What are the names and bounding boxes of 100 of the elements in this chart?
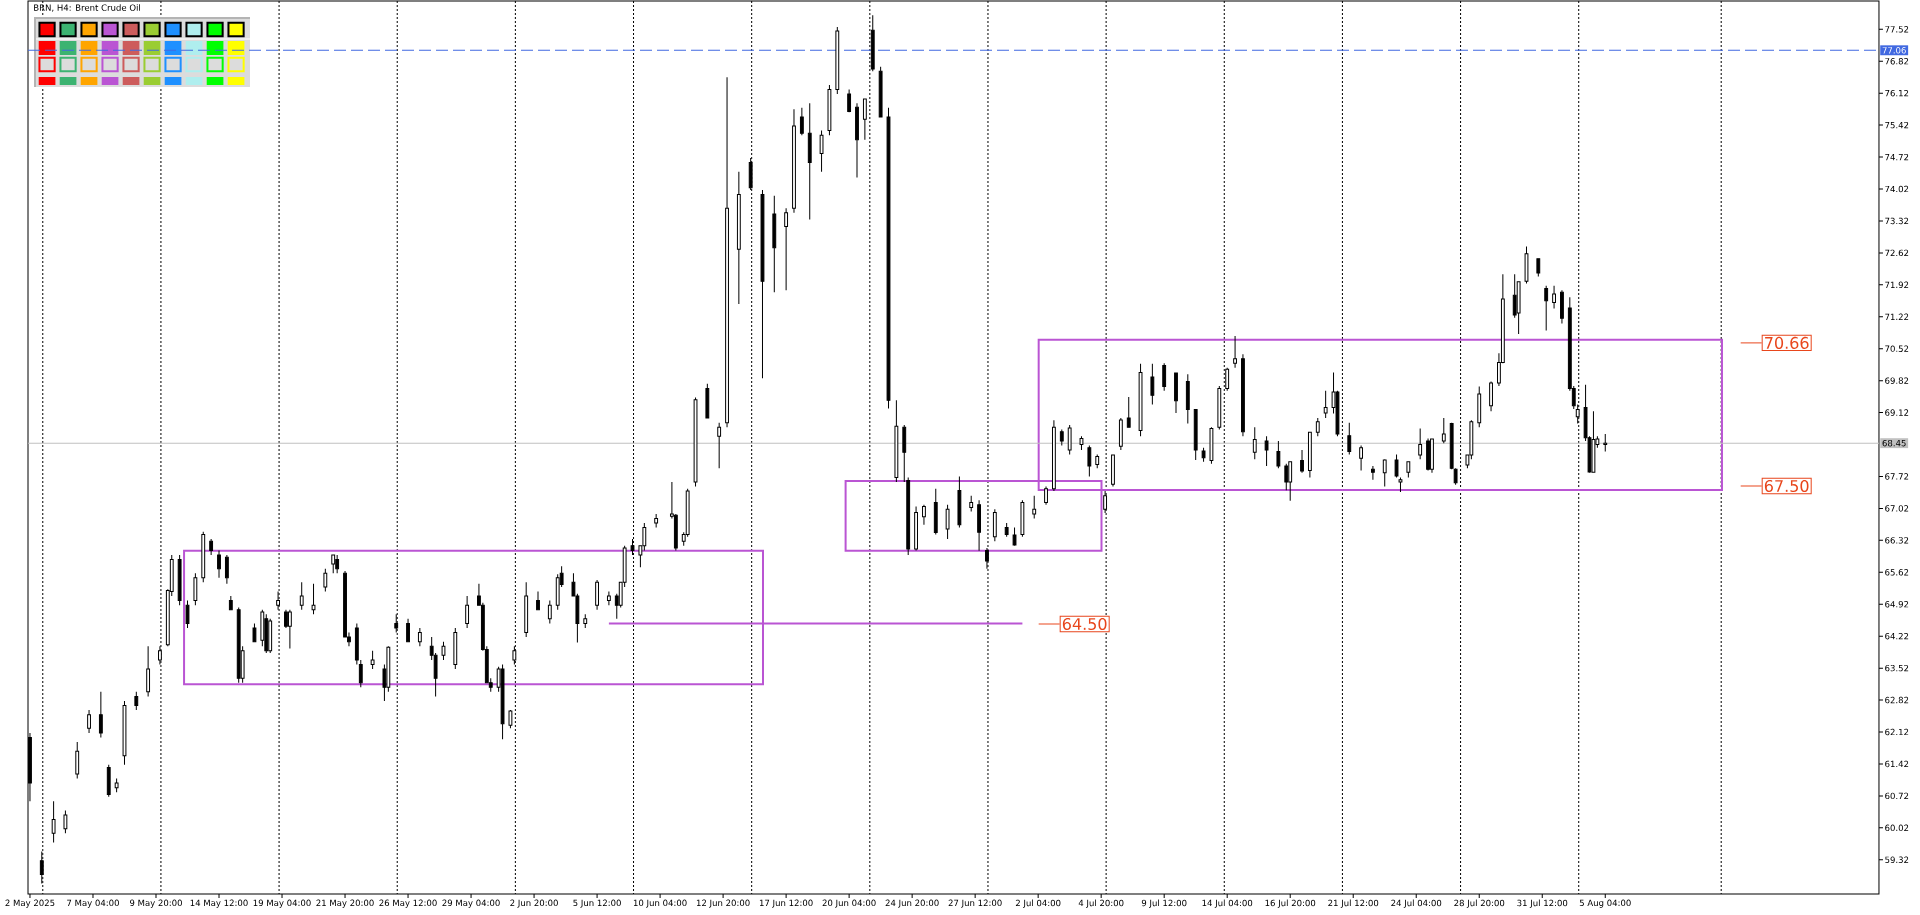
candlestick bbox=[417, 627, 422, 647]
candlestick bbox=[969, 495, 974, 513]
candlestick bbox=[1217, 385, 1222, 430]
candlestick bbox=[268, 618, 273, 654]
y-tick-label: 75.42 bbox=[1885, 121, 1909, 129]
candlestick bbox=[693, 397, 698, 488]
candlestick bbox=[1426, 438, 1430, 472]
x-tick-label: 26 May 12:00 bbox=[379, 899, 437, 908]
candlestick bbox=[1209, 426, 1214, 465]
x-tick-label: 9 May 20:00 bbox=[130, 899, 182, 908]
y-tick-label: 64.22 bbox=[1885, 632, 1909, 640]
candlestick bbox=[1347, 422, 1352, 456]
y-tick-label: 76.82 bbox=[1885, 58, 1909, 65]
candlestick bbox=[792, 108, 796, 214]
x-tick-label: 5 Aug 04:00 bbox=[1579, 899, 1631, 908]
candlestick bbox=[201, 531, 206, 583]
candlestick bbox=[1544, 285, 1549, 331]
y-tick-label: 61.42 bbox=[1885, 760, 1909, 768]
candlestick bbox=[1004, 522, 1009, 538]
candlestick bbox=[1489, 381, 1493, 412]
candlestick bbox=[193, 572, 198, 606]
candlestick bbox=[807, 102, 812, 221]
annotation: 64.50 bbox=[1062, 617, 1107, 631]
x-tick-label: 16 Jul 20:00 bbox=[1265, 899, 1316, 908]
candlestick bbox=[1524, 245, 1529, 284]
y-tick-label: 59.32 bbox=[1885, 856, 1909, 864]
ref-line-label: 68.45 bbox=[1882, 439, 1906, 447]
candlestick bbox=[508, 709, 513, 729]
candlestick bbox=[209, 538, 214, 556]
candlestick bbox=[977, 499, 981, 552]
y-tick-label: 74.72 bbox=[1885, 153, 1909, 161]
y-tick-label: 65.62 bbox=[1885, 569, 1909, 576]
candlestick bbox=[1087, 444, 1092, 477]
candlestick bbox=[1382, 458, 1387, 488]
candlestick bbox=[1394, 454, 1399, 478]
candlestick bbox=[122, 700, 127, 766]
candlestick bbox=[760, 189, 765, 379]
x-tick-label: 19 May 04:00 bbox=[253, 899, 311, 908]
candlestick bbox=[799, 107, 804, 136]
candlestick bbox=[1370, 465, 1375, 481]
y-tick-label: 73.32 bbox=[1885, 217, 1909, 225]
candlestick bbox=[1150, 363, 1155, 405]
candlestick bbox=[1359, 444, 1364, 472]
candlestick bbox=[992, 508, 997, 542]
candlestick bbox=[335, 554, 340, 574]
candlestick bbox=[1315, 417, 1320, 437]
x-tick-label: 4 Jul 20:00 bbox=[1078, 899, 1124, 908]
y-tick-label: 72.62 bbox=[1885, 249, 1909, 257]
candlestick bbox=[252, 622, 257, 643]
y-tick-label: 77.52 bbox=[1885, 26, 1909, 33]
candlestick bbox=[217, 549, 221, 579]
candlestick bbox=[606, 590, 611, 606]
y-tick-label: 69.12 bbox=[1885, 409, 1909, 416]
candlestick bbox=[1591, 410, 1596, 474]
x-tick-label: 29 May 04:00 bbox=[442, 899, 500, 908]
candlestick bbox=[75, 741, 80, 780]
x-tick-label: 10 Jun 04:00 bbox=[633, 899, 687, 908]
candlestick bbox=[1252, 426, 1257, 460]
x-tick-label: 24 Jun 20:00 bbox=[885, 899, 939, 908]
candlestick bbox=[1185, 373, 1190, 425]
candlestick bbox=[705, 383, 710, 420]
candlestick bbox=[465, 595, 470, 629]
candlestick bbox=[299, 581, 304, 611]
x-tick-label: 20 Jun 04:00 bbox=[822, 899, 876, 908]
candlestick bbox=[772, 195, 777, 293]
candlestick bbox=[1276, 440, 1281, 469]
candlestick bbox=[583, 613, 588, 629]
candlestick bbox=[224, 554, 229, 585]
candlestick bbox=[922, 504, 926, 526]
candlestick bbox=[894, 399, 899, 483]
candlestick bbox=[500, 663, 505, 740]
x-tick-label: 9 Jul 12:00 bbox=[1141, 899, 1187, 908]
candlestick bbox=[51, 800, 56, 843]
candlestick bbox=[1079, 435, 1084, 451]
candlestick bbox=[878, 66, 883, 118]
candlestick bbox=[1264, 435, 1269, 467]
candlestick bbox=[1560, 289, 1564, 325]
candlestick bbox=[1032, 495, 1037, 519]
candlestick bbox=[1138, 363, 1143, 437]
candlestick bbox=[736, 171, 741, 305]
candlestick bbox=[1300, 449, 1304, 474]
candlestick bbox=[1536, 257, 1541, 278]
candlestick bbox=[287, 609, 292, 649]
candlestick bbox=[1430, 438, 1434, 474]
candlestick bbox=[1126, 396, 1131, 428]
annotation: 70.66 bbox=[1765, 336, 1809, 349]
candlestick bbox=[654, 513, 659, 529]
chart-title: BRN, H4: Brent Crude Oil bbox=[34, 4, 140, 12]
candlestick bbox=[177, 554, 182, 606]
y-tick-label: 60.72 bbox=[1885, 792, 1909, 800]
y-tick-label: 60.02 bbox=[1885, 824, 1909, 832]
y-tick-label: 67.72 bbox=[1885, 473, 1909, 480]
x-tick-label: 28 Jul 20:00 bbox=[1454, 899, 1505, 908]
candlestick bbox=[1162, 362, 1167, 392]
candlestick bbox=[784, 207, 789, 291]
candlestick bbox=[370, 650, 375, 670]
y-tick-label: 63.52 bbox=[1885, 664, 1909, 672]
x-tick-label: 2 Jul 04:00 bbox=[1015, 899, 1061, 908]
y-tick-label: 74.02 bbox=[1885, 185, 1909, 193]
y-tick-label: 76.12 bbox=[1885, 89, 1909, 97]
